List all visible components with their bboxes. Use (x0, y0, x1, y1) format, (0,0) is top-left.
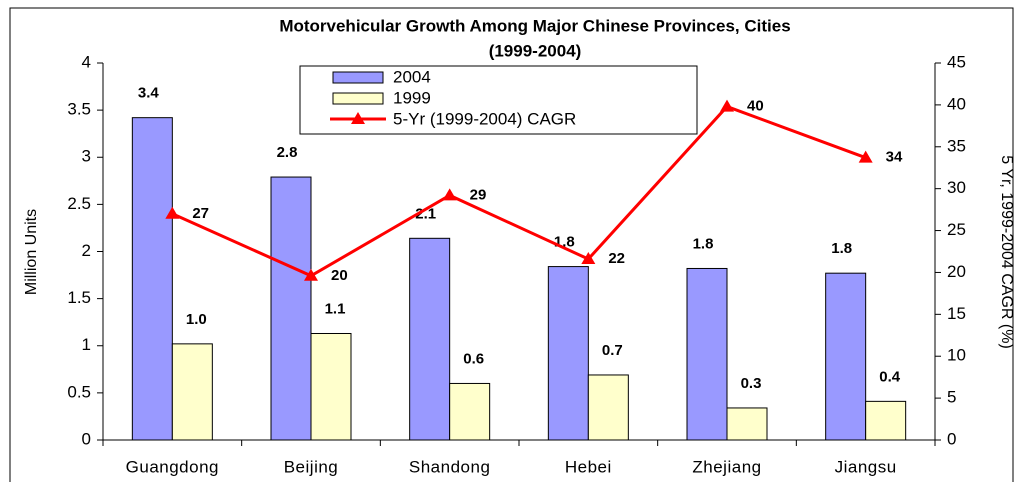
data-label: 0.6 (463, 350, 484, 367)
chart-title: (1999-2004) (489, 41, 582, 60)
bar (825, 272, 867, 441)
y-tick-label: 1.5 (67, 288, 91, 307)
y2-tick-label: 45 (947, 52, 966, 71)
y2-tick-label: 5 (947, 388, 956, 407)
data-label: 0.7 (602, 342, 623, 359)
x-tick-label: Beijing (284, 457, 339, 476)
bar (270, 176, 312, 441)
data-label: 20 (331, 267, 348, 284)
bar (726, 407, 768, 441)
marker (581, 252, 596, 265)
bar (171, 343, 213, 441)
data-label: 40 (747, 98, 764, 115)
data-label: 1.8 (693, 235, 714, 252)
x-tick-label: Zhejiang (692, 457, 761, 476)
y-tick-label: 0 (82, 429, 91, 448)
y2-tick-label: 40 (947, 94, 966, 113)
y-tick-label: 1 (82, 335, 91, 354)
bar (686, 267, 728, 441)
y2-tick-label: 30 (947, 178, 966, 197)
bar (547, 266, 589, 441)
y2-tick-label: 15 (947, 304, 966, 323)
y2-tick-label: 20 (947, 262, 966, 281)
marker (858, 150, 873, 163)
legend-label: 2004 (393, 67, 431, 86)
legend-swatch (332, 92, 384, 105)
data-label: 29 (470, 186, 487, 203)
data-label: 0.4 (879, 368, 901, 385)
data-label: 2.1 (415, 205, 436, 222)
y2-tick-label: 25 (947, 220, 966, 239)
data-label: 27 (192, 205, 209, 222)
y-axis-label: Million Units (23, 209, 40, 295)
chart-title: Motorvehicular Growth Among Major Chines… (279, 16, 790, 35)
marker (165, 206, 180, 219)
data-label: 1.0 (186, 311, 207, 328)
data-label: 3.4 (138, 85, 160, 102)
data-label: 1.1 (325, 300, 346, 317)
bar (310, 332, 352, 441)
y-tick-label: 4 (82, 52, 91, 71)
bar (409, 237, 451, 441)
x-tick-label: Shandong (409, 457, 491, 476)
line (171, 104, 867, 278)
x-tick-label: Jiangsu (835, 457, 897, 476)
data-label: 0.3 (741, 375, 762, 392)
data-label: 22 (608, 250, 625, 267)
y-tick-label: 0.5 (67, 382, 91, 401)
y2-tick-label: 35 (947, 136, 966, 155)
bar (587, 374, 629, 441)
y2-tick-label: 0 (947, 429, 956, 448)
legend-label: 1999 (393, 88, 431, 107)
bar (449, 382, 491, 441)
bar (865, 400, 907, 441)
y2-tick-label: 10 (947, 346, 966, 365)
marker (442, 188, 457, 201)
frame (9, 7, 1014, 482)
data-label: 34 (886, 149, 903, 166)
data-label: 1.8 (831, 240, 852, 257)
legend-label: 5-Yr (1999-2004) CAGR (393, 109, 576, 128)
y-tick-label: 3 (82, 147, 91, 166)
y-tick-label: 2 (82, 241, 91, 260)
x-tick-label: Hebei (565, 457, 612, 476)
legend-marker (351, 112, 365, 124)
bar (131, 117, 173, 441)
legend-swatch (332, 71, 384, 84)
marker (720, 99, 734, 112)
x-tick-label: Guangdong (126, 457, 219, 476)
marker (304, 268, 318, 281)
data-label: 2.8 (277, 144, 298, 161)
y-tick-label: 2.5 (67, 194, 91, 213)
y-tick-label: 3.5 (67, 100, 91, 119)
y2-axis-label: 5 Yr, 1999-2004 CAGR (%) (998, 155, 1015, 349)
